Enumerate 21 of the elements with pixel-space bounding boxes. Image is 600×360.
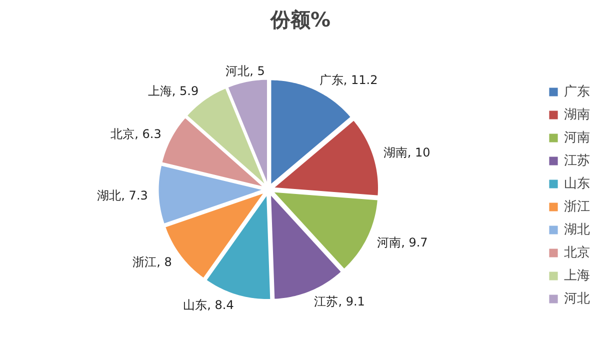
- legend-label: 河南: [564, 130, 590, 146]
- data-label: 河南, 9.7: [377, 235, 428, 250]
- legend-label: 上海: [564, 268, 590, 284]
- legend-label: 湖南: [564, 106, 590, 124]
- legend-label: 河北: [564, 290, 590, 308]
- legend-label: 浙江: [564, 198, 590, 216]
- legend-label: 广东: [564, 84, 590, 100]
- data-label: 河北, 5: [226, 64, 265, 78]
- data-label: 北京, 6.3: [110, 126, 162, 141]
- legend-label: 山东: [564, 176, 590, 192]
- data-label: 山东, 8.4: [183, 298, 234, 312]
- chart-title: 份额%: [269, 8, 331, 32]
- data-label: 广东, 11.2: [319, 72, 378, 87]
- data-label: 上海, 5.9: [148, 84, 199, 98]
- legend-label: 江苏: [564, 152, 590, 170]
- data-label: 浙江, 8: [132, 254, 172, 269]
- legend-label: 北京: [564, 244, 590, 262]
- data-label: 湖南, 10: [383, 145, 430, 160]
- data-label: 湖北, 7.3: [97, 188, 148, 202]
- data-label: 江苏, 9.1: [314, 294, 365, 308]
- legend-label: 湖北: [564, 222, 590, 238]
